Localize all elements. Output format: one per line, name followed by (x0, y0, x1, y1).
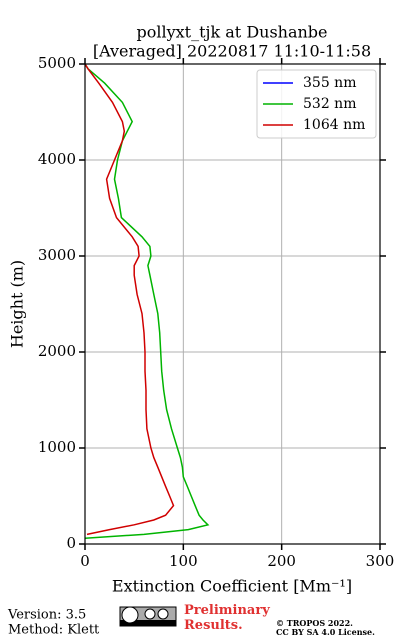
series-line (84, 63, 175, 536)
x-tick-label: 300 (366, 552, 395, 570)
legend-box (256, 69, 377, 139)
chart-subtitle: [Averaged] 20220817 11:10-11:58 (93, 42, 371, 61)
y-axis-label: Height (m) (8, 260, 27, 348)
x-tick-label: 200 (267, 552, 296, 570)
y-tick-label: 3000 (38, 246, 76, 264)
series-line (84, 63, 210, 539)
x-tick-label: 0 (80, 552, 90, 570)
y-tick-label: 1000 (38, 438, 76, 456)
cc-icon (119, 606, 177, 627)
version: Version: 3.5 (7, 608, 86, 623)
x-tick-label: 100 (169, 552, 198, 570)
license: CC BY SA 4.0 License. (276, 627, 375, 637)
plot-frame (84, 63, 381, 545)
method: Method: Klett (8, 623, 100, 638)
legend-label: 355 nm (303, 75, 356, 91)
preliminary-notice: Preliminary Results. (184, 603, 270, 633)
legend: 355 nm 532 nm 1064 nm (256, 69, 377, 139)
y-tick-label: 0 (66, 534, 76, 552)
legend-label: 532 nm (303, 96, 356, 112)
y-tick-label: 2000 (38, 342, 76, 360)
y-tick-label: 4000 (38, 150, 76, 168)
copyright: © TROPOS 2022. (276, 618, 353, 628)
x-axis-label: Extinction Coefficient [Mm⁻¹] (112, 577, 352, 596)
legend-label: 1064 nm (303, 117, 365, 133)
y-tick-label: 5000 (38, 54, 76, 72)
chart-title: pollyxt_tjk at Dushanbe (136, 23, 327, 42)
